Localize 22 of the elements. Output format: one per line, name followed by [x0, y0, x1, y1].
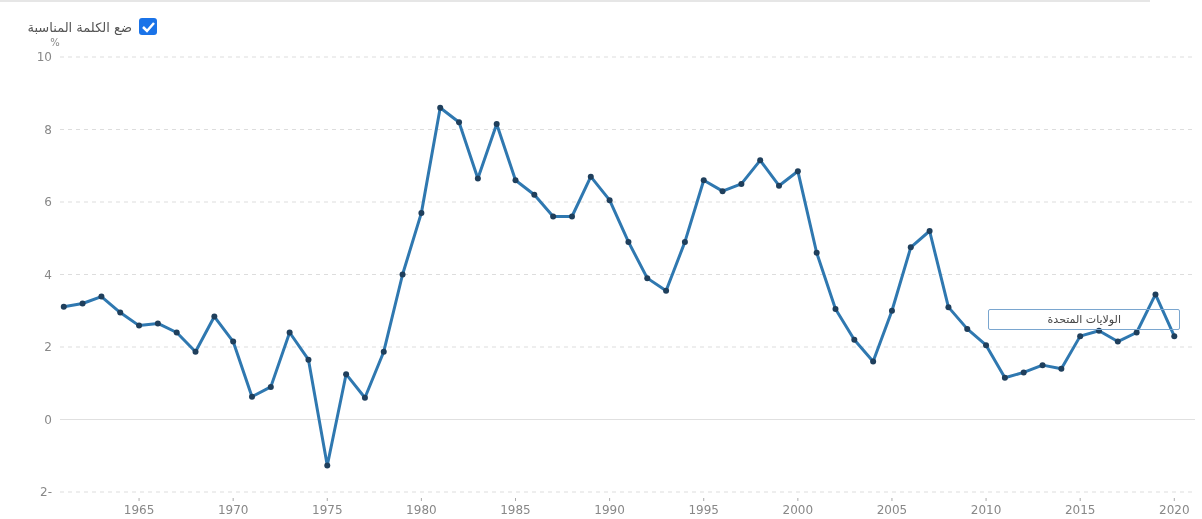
y-tick-label: 6 [44, 195, 52, 209]
x-tick-label: 1965 [123, 503, 155, 517]
x-tick-label: 1990 [594, 503, 625, 517]
y-tick-label: 4 [44, 267, 52, 282]
x-tick-label: 1980 [406, 503, 437, 517]
y-tick-label: 0 [44, 412, 52, 427]
x-tick-label: 1985 [500, 503, 531, 517]
x-tick-label: 2000 [782, 503, 814, 517]
x-tick-label: 1970 [217, 503, 249, 517]
y-tick-label: 2- [40, 485, 52, 499]
x-tick-label: 2020 [1159, 503, 1190, 517]
y-tick-label: 10 [36, 50, 52, 64]
y-tick-label: 8 [44, 122, 52, 137]
x-tick-label: 1995 [688, 503, 719, 517]
text: ضع الكلمة المناسبة [27, 20, 132, 36]
series-label: الولايات المتحدة [988, 309, 1181, 330]
x-tick-label: 2015 [1064, 503, 1096, 517]
x-tick-label: 1975 [312, 503, 343, 517]
x-tick-label: 2010 [970, 503, 1002, 517]
y-axis-title: % [50, 37, 60, 48]
y-tick-label: 2 [44, 340, 52, 354]
x-tick-label: 2005 [876, 503, 908, 517]
